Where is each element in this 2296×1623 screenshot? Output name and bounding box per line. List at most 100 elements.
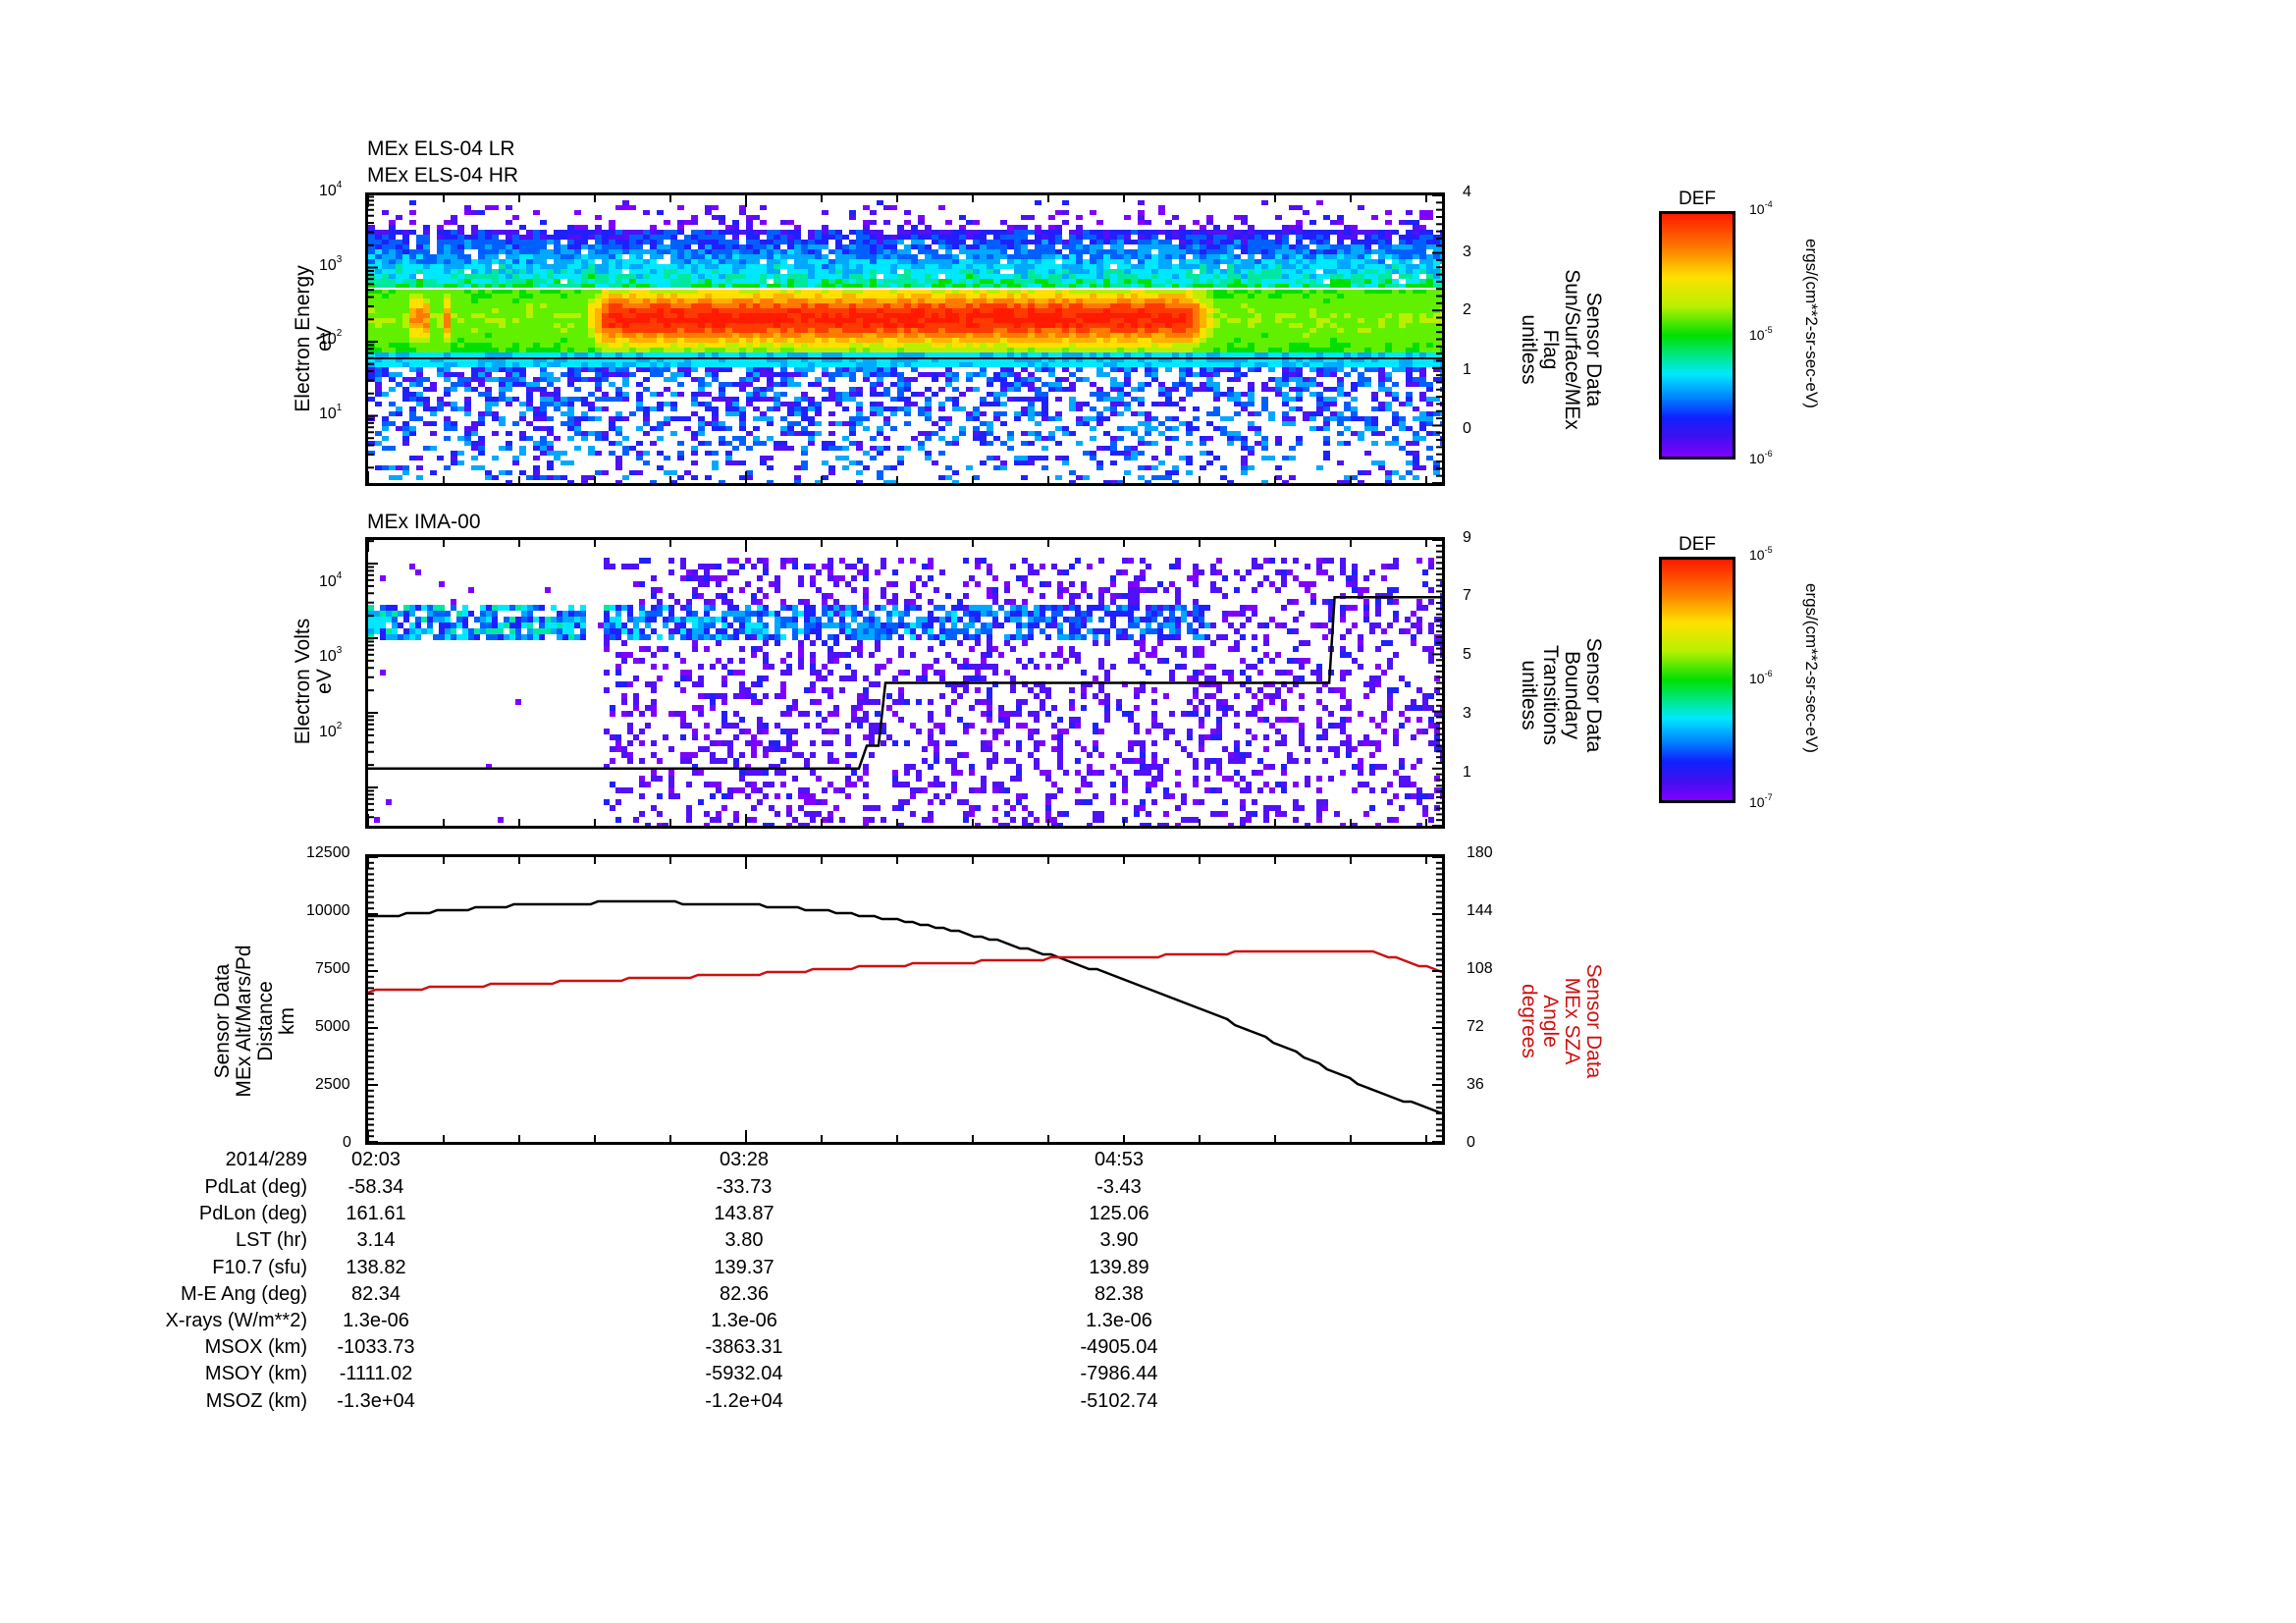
ephemeris-value: -5932.04	[705, 1363, 783, 1385]
panel1-title-hr: MEx ELS-04 HR	[367, 164, 519, 187]
cbar2-unit: ergs/(cm**2-sr-sec-eV)	[1802, 583, 1821, 753]
ephemeris-row-label: X-rays (W/m**2)	[165, 1310, 307, 1331]
time-tick-0: 02:03	[350, 1149, 401, 1170]
ephemeris-value: -58.34	[347, 1176, 404, 1198]
p3-ytick-0: 0	[343, 1134, 351, 1151]
altitude-sza-lines	[368, 857, 1442, 1142]
p1-ytick-1e2: 102	[319, 328, 343, 348]
p3-ytick-5000: 5000	[315, 1018, 350, 1035]
ephemeris-row: MSOX (km) -1033.73 -3863.31 -4905.04	[0, 1334, 1571, 1360]
ephemeris-value: -7986.44	[1080, 1363, 1158, 1385]
time-tick-2: 04:53	[1094, 1149, 1145, 1170]
ephemeris-row: M-E Ang (deg) 82.34 82.36 82.38	[0, 1281, 1571, 1307]
ephemeris-value: 138.82	[346, 1256, 406, 1278]
ephemeris-row-label: F10.7 (sfu)	[212, 1256, 307, 1278]
ephemeris-value: 1.3e-06	[1086, 1310, 1152, 1331]
p3-ytick-12500: 12500	[306, 844, 350, 861]
ephemeris-row: MSOZ (km) -1.3e+04 -1.2e+04 -5102.74	[0, 1388, 1571, 1414]
cbar2-mid-tick: 10-6	[1749, 669, 1773, 686]
time-tick-1: 03:28	[719, 1149, 770, 1170]
ephemeris-value: -1.2e+04	[705, 1389, 783, 1412]
p1-rtick-0: 0	[1463, 420, 1471, 437]
p2-ytick-1e2: 102	[319, 721, 343, 740]
ephemeris-value: -3863.31	[705, 1336, 783, 1359]
p3-ytick-2500: 2500	[315, 1076, 350, 1093]
panel1-title-lr: MEx ELS-04 LR	[367, 137, 515, 160]
ephemeris-table: 2014/289 02:03 03:28 04:53 PdLat (deg) -5…	[0, 1147, 1571, 1432]
ephemeris-value: -3.43	[1096, 1176, 1142, 1198]
ephemeris-value: 82.34	[350, 1282, 401, 1305]
ephemeris-row: LST (hr) 3.14 3.80 3.90	[0, 1227, 1571, 1253]
panel2-title: MEx IMA-00	[367, 511, 481, 533]
ephemeris-value: 82.36	[719, 1282, 770, 1305]
ephemeris-value: 82.38	[1094, 1282, 1145, 1305]
ephemeris-row: PdLon (deg) 161.61 143.87 125.06	[0, 1201, 1571, 1226]
colorbar-els	[1659, 211, 1735, 460]
p2-ytick-1e3: 103	[319, 645, 343, 665]
p1-rtick-4: 4	[1463, 184, 1471, 200]
p3-ylabel-right: Sensor Data MEx SZA Angle degrees	[1518, 963, 1605, 1079]
ima-spectrogram-panel	[365, 537, 1445, 829]
p3-ytick-7500: 7500	[315, 960, 350, 977]
cbar2-bottom-tick: 10-7	[1749, 792, 1773, 810]
ephemeris-row: F10.7 (sfu) 138.82 139.37 139.89	[0, 1255, 1571, 1280]
p1-ytick-1e1: 101	[319, 403, 343, 422]
ephemeris-row-label: M-E Ang (deg)	[181, 1282, 307, 1305]
cbar2-title: DEF	[1679, 534, 1716, 555]
p1-ylabel-right: Sensor Data Sun/Surface/MEx Flag unitless	[1518, 269, 1605, 430]
ephemeris-row-label: PdLat (deg)	[204, 1176, 307, 1198]
ephemeris-value: -1111.02	[339, 1363, 413, 1385]
ephemeris-row: MSOY (km) -1111.02 -5932.04 -7986.44	[0, 1361, 1571, 1386]
ephemeris-value: -4905.04	[1080, 1336, 1158, 1359]
els-spectrogram	[368, 195, 1442, 483]
ephemeris-row-label: MSOX (km)	[204, 1336, 307, 1359]
cbar1-title: DEF	[1679, 189, 1716, 209]
ima-spectrogram	[368, 540, 1442, 826]
ephemeris-row-label: LST (hr)	[236, 1229, 307, 1252]
ephemeris-value: -1033.73	[337, 1336, 415, 1359]
p2-rtick-9: 9	[1463, 529, 1471, 546]
ephemeris-row-label: PdLon (deg)	[198, 1203, 307, 1225]
cbar1-top-tick: 10-4	[1749, 199, 1773, 217]
cbar1-unit: ergs/(cm**2-sr-sec-eV)	[1802, 239, 1821, 408]
p1-ytick-1e4: 104	[319, 180, 343, 199]
ephemeris-value: 143.87	[714, 1203, 774, 1225]
ephemeris-value: 1.3e-06	[711, 1310, 777, 1331]
p2-ylabel-right: Sensor Data Boundary Transitions unitless	[1518, 637, 1605, 753]
p2-ytick-1e4: 104	[319, 570, 343, 590]
p2-rtick-3: 3	[1463, 705, 1471, 722]
ephemeris-value: -5102.74	[1080, 1389, 1158, 1412]
p3-rtick-72: 72	[1467, 1018, 1484, 1035]
p2-rtick-1: 1	[1463, 764, 1471, 781]
colorbar-ima	[1659, 557, 1735, 803]
ephemeris-value: -33.73	[716, 1176, 773, 1198]
p2-rtick-7: 7	[1463, 587, 1471, 604]
p1-rtick-1: 1	[1463, 361, 1471, 378]
ephemeris-value: -1.3e+04	[337, 1389, 415, 1412]
ephemeris-row: X-rays (W/m**2) 1.3e-06 1.3e-06 1.3e-06	[0, 1308, 1571, 1333]
p3-rtick-36: 36	[1467, 1076, 1484, 1093]
p2-ylabel-left: Electron Volts eV	[292, 618, 336, 745]
ephemeris-value: 125.06	[1089, 1203, 1149, 1225]
ephemeris-value: 3.14	[356, 1229, 396, 1252]
p1-rtick-2: 2	[1463, 301, 1471, 318]
p3-rtick-144: 144	[1467, 902, 1493, 919]
els-spectrogram-panel	[365, 192, 1445, 486]
p3-ytick-10000: 10000	[306, 902, 350, 919]
p1-ytick-1e3: 103	[319, 254, 343, 274]
p3-ylabel-left: Sensor Data MEx Alt/Mars/Pd Distance km	[211, 945, 298, 1098]
ephemeris-value: 1.3e-06	[343, 1310, 409, 1331]
ephemeris-value: 3.80	[724, 1229, 764, 1252]
ephemeris-time-row: 2014/289 02:03 03:28 04:53	[0, 1147, 1571, 1172]
altitude-sza-panel	[365, 854, 1445, 1145]
ephemeris-value: 3.90	[1099, 1229, 1139, 1252]
p1-rtick-3: 3	[1463, 243, 1471, 260]
ephemeris-value: 161.61	[346, 1203, 406, 1225]
p2-rtick-5: 5	[1463, 646, 1471, 663]
ephemeris-value: 139.89	[1089, 1256, 1149, 1278]
ephemeris-row-label: MSOY (km)	[204, 1363, 307, 1385]
p3-rtick-180: 180	[1467, 844, 1493, 861]
cbar2-top-tick: 10-5	[1749, 545, 1773, 563]
p3-rtick-0: 0	[1467, 1134, 1475, 1151]
cbar1-mid-tick: 10-5	[1749, 325, 1773, 343]
